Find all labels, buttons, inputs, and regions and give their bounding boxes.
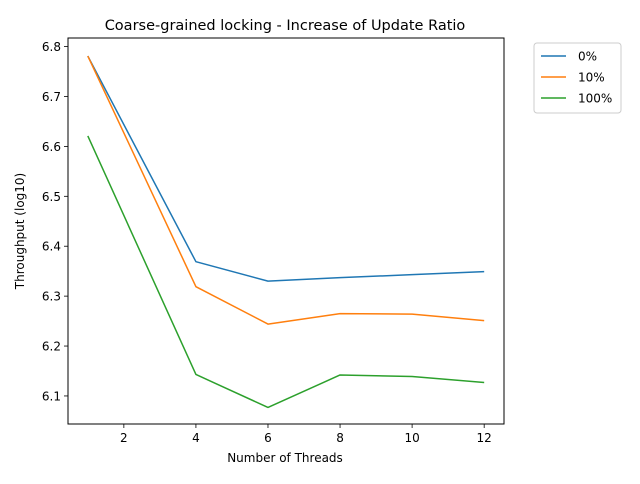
y-axis-label: Throughput (log10)	[13, 173, 27, 290]
y-tick-label: 6.5	[42, 190, 61, 204]
plot-area	[87, 55, 485, 409]
x-tick-label: 8	[336, 431, 344, 445]
x-tick-label: 4	[192, 431, 200, 445]
chart-title: Coarse-grained locking - Increase of Upd…	[105, 18, 466, 34]
series-line-1	[87, 55, 485, 325]
legend-label: 0%	[578, 50, 597, 64]
x-tick-label: 2	[120, 431, 128, 445]
y-tick-label: 6.3	[42, 290, 61, 304]
y-tick-label: 6.4	[42, 240, 61, 254]
x-tick-label: 12	[477, 431, 492, 445]
series-line-2	[87, 135, 485, 409]
x-axis-label: Number of Threads	[227, 451, 343, 465]
x-tick-label: 10	[404, 431, 419, 445]
y-tick-label: 6.1	[42, 389, 61, 403]
legend-label: 10%	[578, 71, 605, 85]
y-tick-label: 6.2	[42, 340, 61, 354]
series-line-0	[87, 55, 485, 282]
y-tick-label: 6.6	[42, 140, 61, 154]
x-tick-label: 6	[264, 431, 272, 445]
y-tick-label: 6.8	[42, 40, 61, 54]
y-tick-label: 6.7	[42, 90, 61, 104]
y-axis: 6.1 6.2 6.3 6.4 6.5 6.6 6.7 6.8	[42, 40, 68, 403]
x-axis: 2 4 6 8 10 12	[120, 424, 492, 445]
legend-label: 100%	[578, 92, 612, 106]
legend: 0% 10% 100%	[533, 42, 622, 114]
legend-frame	[533, 42, 622, 114]
plot-frame	[67, 37, 505, 425]
